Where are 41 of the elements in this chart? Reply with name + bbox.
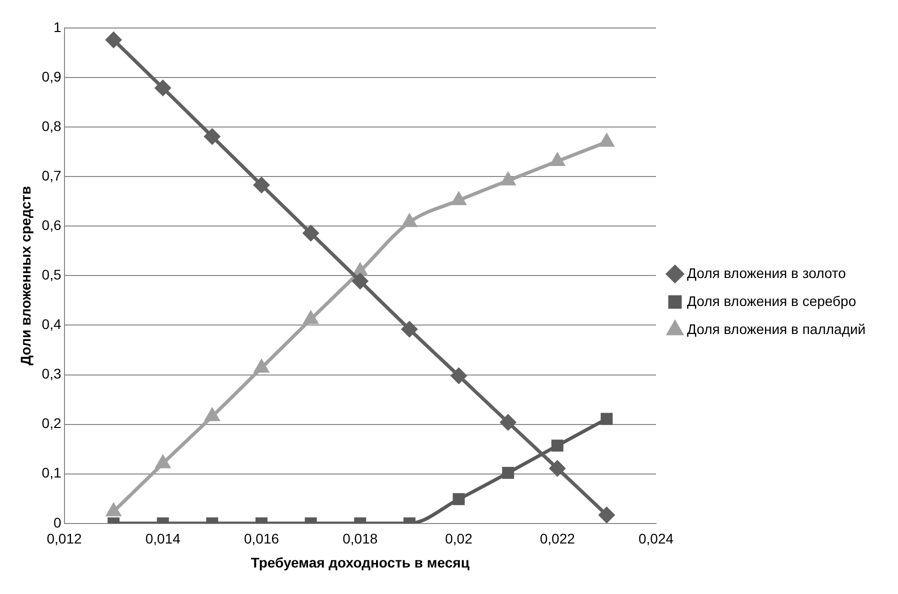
point xyxy=(353,263,368,276)
y-tick-label: 1 xyxy=(53,18,62,35)
point xyxy=(550,154,564,166)
point xyxy=(204,128,220,144)
point xyxy=(254,360,268,373)
y-tick-label: 0,6 xyxy=(42,217,62,234)
y-tick-label: 0,9 xyxy=(42,68,62,84)
point xyxy=(452,192,466,206)
y-tick-label: 0,3 xyxy=(42,366,62,382)
legend-label: Доля вложения в серебро xyxy=(687,292,856,309)
y-axis-title: Доли вложенных средств xyxy=(17,186,34,366)
y-tick-label: 0,5 xyxy=(42,266,62,283)
y-tick-label: 0,7 xyxy=(42,167,62,184)
point xyxy=(106,504,121,516)
point xyxy=(205,408,220,422)
y-tick-label: 0,8 xyxy=(42,118,62,134)
y-tick-label: 0,1 xyxy=(42,464,62,481)
x-tick-label: 0,024 xyxy=(638,530,674,547)
point xyxy=(402,321,418,337)
point xyxy=(501,172,516,186)
point xyxy=(304,312,318,324)
x-tick-label: 0,018 xyxy=(342,530,378,547)
point xyxy=(156,456,170,468)
x-axis-title: Требуемая доходность в месяц xyxy=(250,554,470,570)
x-tick-label: 0,02 xyxy=(445,530,473,547)
y-tick-label: 0 xyxy=(53,514,62,530)
legend-label: Доля вложения в золото xyxy=(687,264,846,281)
x-tick-label: 0,022 xyxy=(540,530,576,547)
x-tick-label: 0,016 xyxy=(244,530,280,547)
point xyxy=(402,214,416,227)
point xyxy=(600,134,614,147)
y-tick-label: 0,4 xyxy=(42,316,62,332)
point xyxy=(106,32,122,48)
point xyxy=(352,273,368,289)
point xyxy=(303,225,319,241)
legend-label: Доля вложения в палладий xyxy=(687,320,866,337)
point xyxy=(254,177,270,193)
x-tick-label: 0,014 xyxy=(145,530,181,547)
y-tick-label: 0,2 xyxy=(42,415,62,432)
point xyxy=(155,80,171,96)
x-tick-label: 0,012 xyxy=(46,530,82,547)
